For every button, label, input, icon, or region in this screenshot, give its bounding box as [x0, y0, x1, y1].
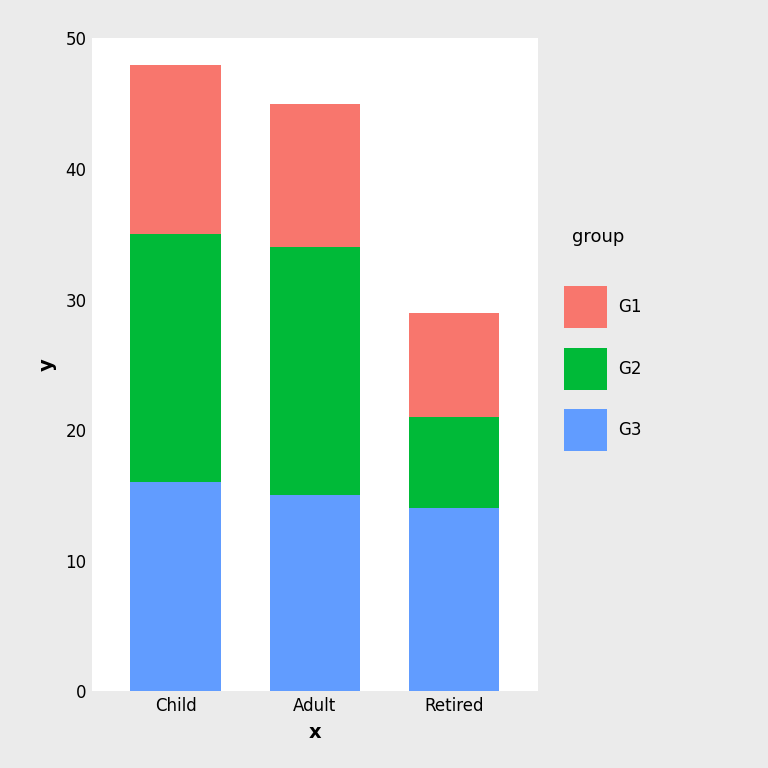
Bar	[131, 65, 221, 234]
Text: G1: G1	[618, 298, 642, 316]
Bar	[409, 508, 499, 691]
Text: group: group	[572, 228, 624, 246]
Y-axis label: y: y	[38, 359, 57, 371]
Text: G3: G3	[618, 421, 642, 439]
Bar	[270, 104, 360, 247]
Text: G2: G2	[618, 359, 642, 378]
Bar	[270, 247, 360, 495]
Bar	[131, 482, 221, 691]
Bar	[409, 313, 499, 417]
X-axis label: x: x	[309, 723, 321, 742]
Bar	[409, 417, 499, 508]
Bar	[270, 495, 360, 691]
Bar	[131, 234, 221, 482]
